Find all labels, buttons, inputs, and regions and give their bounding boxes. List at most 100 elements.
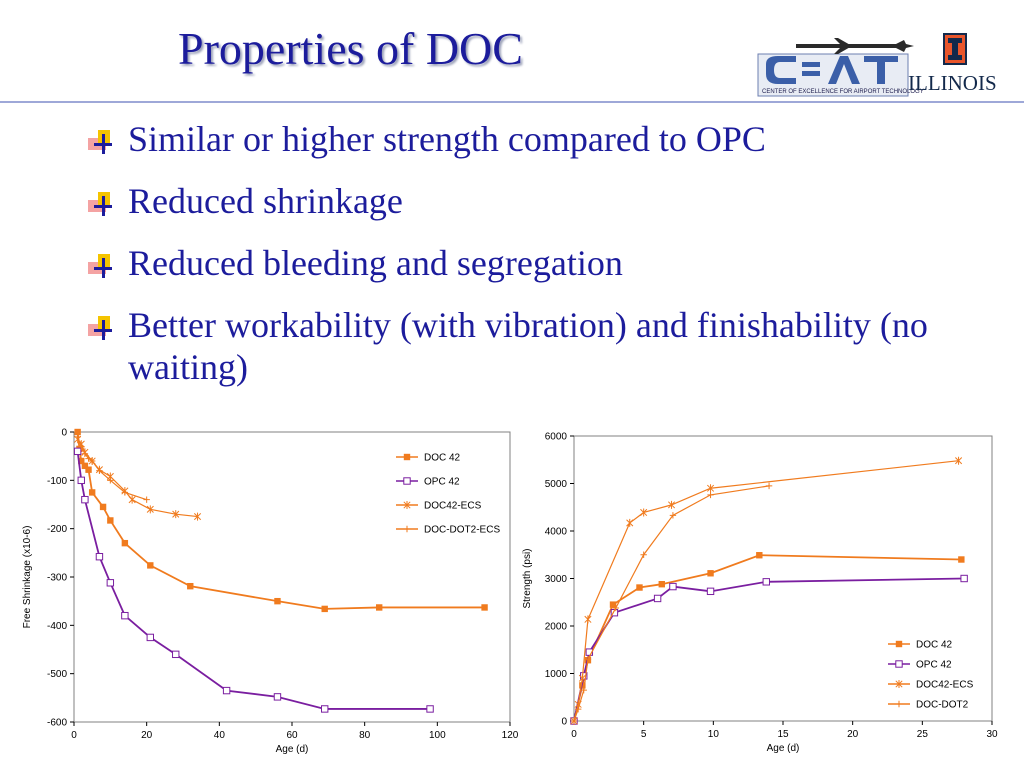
strength-x-tick-label: 0 [571,729,577,740]
strength-data-point [669,582,677,591]
shrinkage-x-tick-label: 100 [429,730,446,741]
shrinkage-y-axis-label: Free Shrinkage (x10-6) [22,526,33,629]
strength-y-tick-label: 6000 [545,432,568,443]
strength-x-tick-label: 20 [847,729,859,740]
bullet-list: Similar or higher strength compared to O… [88,118,988,408]
shrinkage-legend: DOC 42 OPC 42 DOC42-ECS DOC-DOT2-ECS [396,453,500,536]
shrinkage-data-point [85,455,92,462]
shrinkage-data-point [96,467,103,474]
shrinkage-chart-svg: 0 20 40 60 80 100 120 0 -100 -200 -300 -400 -500 -600… [22,428,519,756]
logo-illinois-text: ILLINOIS [908,71,997,95]
bullet-icon [88,130,112,154]
ceat-illinois-logo: CENTER OF EXCELLENCE FOR AIRPORT TECHNOL… [756,32,1018,100]
shrinkage-legend-marker [403,525,411,533]
bullet-icon [88,316,112,340]
shrinkage-plot-area [73,431,511,723]
bullet-item: Reduced bleeding and segregation [88,242,988,284]
shrinkage-legend-label: OPC 42 [424,477,460,488]
strength-data-point [706,484,715,493]
shrinkage-data-point [128,495,136,504]
bullet-item: Better workability (with vibration) and … [88,304,988,388]
strength-y-tick-label: 3000 [545,574,568,585]
strength-data-point [667,500,676,509]
bullet-text: Reduced bleeding and segregation [128,243,623,283]
shrinkage-x-tick-label: 80 [359,730,371,741]
shrinkage-legend-label: DOC42-ECS [424,501,482,512]
logo-subtitle: CENTER OF EXCELLENCE FOR AIRPORT TECHNOL… [762,89,924,95]
strength-legend-marker [895,640,903,648]
shrinkage-data-point [274,597,281,605]
shrinkage-data-point [193,512,202,521]
shrinkage-y-tick-label: -300 [47,573,67,584]
shrinkage-data-point [106,579,115,587]
strength-data-point [707,570,714,577]
shrinkage-data-point [74,433,81,441]
bullet-item: Reduced shrinkage [88,180,988,222]
shrinkage-x-tick-label: 60 [286,730,298,741]
shrinkage-data-point [74,428,81,436]
strength-legend-marker [895,660,903,668]
strength-data-point [580,686,587,694]
shrinkage-series [73,447,434,713]
shrinkage-data-point [147,562,154,569]
shrinkage-legend-marker [403,453,411,461]
shrinkage-data-point [107,477,114,484]
shrinkage-data-point [222,686,231,695]
strength-data-point [762,578,770,586]
strength-chart-svg: 0 5 10 15 20 25 30 0 1000 2000 3000 4000 5000 6000 Age… [522,432,998,755]
shrinkage-legend-marker [403,501,411,509]
strength-x-tick-label: 5 [641,729,647,740]
strength-data-point [570,717,578,725]
shrinkage-y-tick-label: 0 [61,428,67,439]
strength-data-point [669,512,677,519]
shrinkage-data-point [172,650,180,659]
strength-data-point [584,656,592,663]
shrinkage-data-point [77,476,85,485]
shrinkage-data-point [78,443,85,450]
shrinkage-data-point [146,633,155,642]
strength-data-point [653,594,662,603]
shrinkage-y-tick-label: -400 [47,621,67,632]
shrinkage-data-point [85,466,92,473]
shrinkage-data-point [88,457,96,465]
strength-data-point [574,705,582,713]
shrinkage-data-point [81,462,89,470]
strength-data-point [640,551,647,558]
strength-legend-label: DOC42-ECS [916,680,974,691]
shrinkage-x-tick-label: 40 [214,730,226,741]
strength-data-point [756,552,763,559]
shrinkage-data-point [78,457,85,465]
shrinkage-legend-label: DOC 42 [424,453,461,464]
strength-x-tick-label: 25 [917,729,929,740]
shrinkage-data-point [172,510,180,519]
strength-x-axis-label: Age (d) [767,743,800,754]
strength-y-axis-label: Strength (psi) [522,548,533,608]
shrinkage-data-point [95,553,104,561]
strength-data-point [636,584,643,591]
shrinkage-data-point [73,447,82,456]
slide-title: Properties of DOC [178,23,523,74]
strength-y-tick-label: 4000 [545,527,568,538]
title-divider [0,101,1024,103]
strength-data-point [658,581,665,588]
shrinkage-y-tick-label: -200 [47,524,67,535]
shrinkage-legend-label: DOC-DOT2-ECS [424,525,500,536]
shrinkage-data-point [121,539,129,547]
bullet-text: Reduced shrinkage [128,181,403,221]
strength-data-point [626,518,634,527]
strength-data-point [707,491,714,499]
shrinkage-data-point [146,505,154,514]
shrinkage-data-point [88,489,96,496]
strength-data-point [955,456,963,465]
shrinkage-data-point [481,604,488,611]
shrinkage-x-axis-label: Age (d) [276,744,309,755]
bullet-item: Similar or higher strength compared to O… [88,118,988,160]
strength-chart: 0 5 10 15 20 25 30 0 1000 2000 3000 4000 5000 6000 Age… [520,426,1020,766]
shrinkage-data-point [99,503,107,511]
shrinkage-data-point [273,693,282,701]
strength-legend: DOC 42 OPC 42 DOC42-ECS DOC-DOT2 [888,640,974,711]
shrinkage-data-point [321,705,329,713]
shrinkage-y-tick-label: -600 [47,718,67,729]
shrinkage-x-tick-label: 0 [71,730,77,741]
shrinkage-data-point [321,605,328,613]
